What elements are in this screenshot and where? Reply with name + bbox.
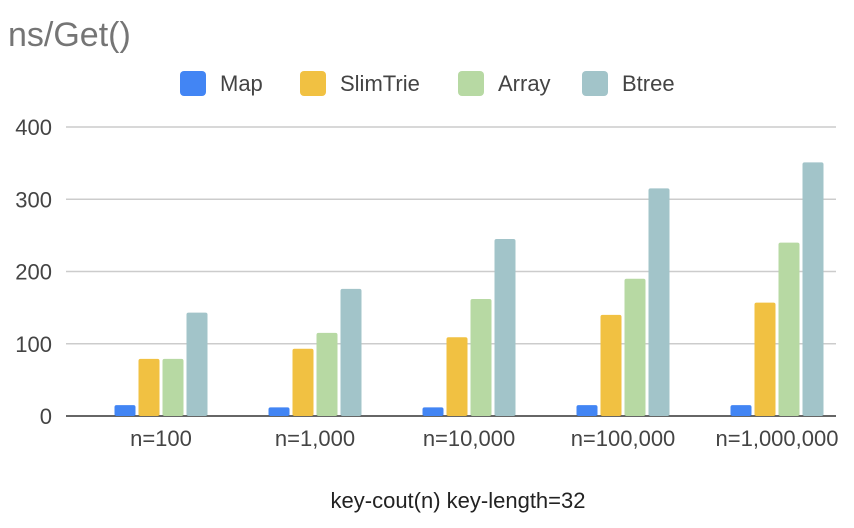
bar-btree	[186, 312, 208, 416]
legend-label: Btree	[622, 71, 675, 96]
bar-slimtrie	[754, 302, 776, 416]
y-tick-label: 0	[40, 404, 52, 429]
y-axis-ticks: 0 100 200 300 400	[15, 115, 52, 429]
y-tick-label: 200	[15, 260, 52, 285]
y-tick-label: 300	[15, 187, 52, 212]
x-category-label: n=100,000	[571, 426, 676, 451]
x-axis-label: key-cout(n) key-length=32	[331, 488, 586, 513]
legend-item-array: Array	[458, 71, 551, 96]
bar-array	[778, 242, 800, 416]
bar-slimtrie	[600, 314, 622, 416]
bar-slimtrie	[292, 348, 314, 416]
bar-btree	[494, 238, 516, 416]
legend-item-map: Map	[180, 71, 263, 96]
y-tick-label: 400	[15, 115, 52, 140]
chart-title: ns/Get()	[8, 16, 131, 54]
x-category-label: n=100	[130, 426, 192, 451]
x-category-label: n=1,000,000	[716, 426, 839, 451]
bar-btree	[340, 288, 362, 416]
bar-array	[162, 358, 184, 416]
bar-array	[316, 332, 338, 416]
x-axis-categories: n=100 n=1,000 n=10,000 n=100,000 n=1,000,000	[130, 426, 838, 451]
legend-swatch	[180, 71, 206, 96]
series-slimtrie	[138, 302, 776, 416]
bar-map	[114, 405, 136, 416]
y-tick-label: 100	[15, 332, 52, 357]
bar-map	[576, 405, 598, 416]
legend-label: Array	[498, 71, 551, 96]
legend-item-btree: Btree	[582, 71, 675, 96]
series-map	[114, 405, 752, 416]
legend-swatch	[458, 71, 484, 96]
bar-btree	[802, 162, 824, 416]
legend-item-slimtrie: SlimTrie	[300, 71, 420, 96]
x-category-label: n=10,000	[423, 426, 515, 451]
legend-swatch	[582, 71, 608, 96]
legend-label: SlimTrie	[340, 71, 420, 96]
bar-array	[470, 298, 492, 416]
legend-label: Map	[220, 71, 263, 96]
bar-array	[624, 278, 646, 416]
bar-btree	[648, 188, 670, 416]
legend: Map SlimTrie Array Btree	[180, 71, 675, 96]
bar-map	[730, 405, 752, 416]
series-array	[162, 242, 800, 416]
x-category-label: n=1,000	[275, 426, 355, 451]
series-btree	[186, 162, 824, 416]
legend-swatch	[300, 71, 326, 96]
bar-map	[422, 407, 444, 416]
bars	[114, 162, 824, 416]
bar-map	[268, 407, 290, 416]
bar-slimtrie	[446, 337, 468, 416]
bar-slimtrie	[138, 358, 160, 416]
